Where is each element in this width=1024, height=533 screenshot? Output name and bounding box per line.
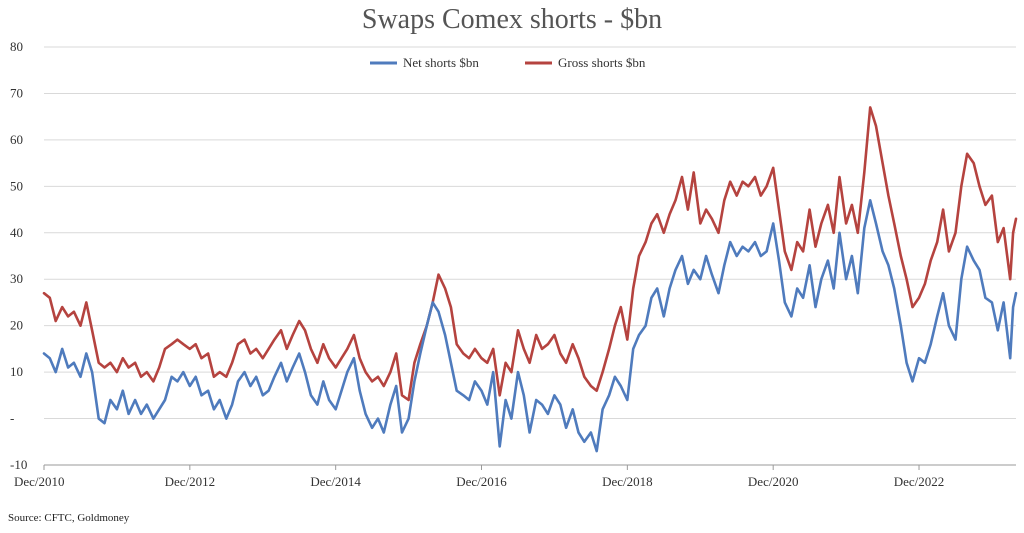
y-tick-label: 30	[10, 271, 23, 286]
series-line-gross	[42, 106, 1018, 402]
chart-title: Swaps Comex shorts - $bn	[362, 4, 662, 35]
gridlines	[44, 46, 1016, 466]
x-tick-label: Dec/2012	[165, 474, 216, 489]
legend-label: Net shorts $bn	[403, 55, 479, 70]
y-tick-label: 50	[10, 178, 23, 193]
x-axis: Dec/2010 Dec/2012 Dec/2014 Dec/2016 Dec/2018…	[14, 464, 1016, 489]
x-tick-label: Dec/2016	[456, 474, 507, 489]
y-tick-label: -	[10, 411, 14, 426]
legend-label: Gross shorts $bn	[558, 55, 646, 70]
x-tick-label: Dec/2014	[310, 474, 361, 489]
y-tick-label: 40	[10, 225, 23, 240]
y-tick-label: 10	[10, 364, 23, 379]
chart: Swaps Comex shorts - $bn -10-10203040506…	[10, 4, 1018, 489]
x-tick-label: Dec/2018	[602, 474, 653, 489]
series-lines	[42, 106, 1018, 453]
y-tick-label: 20	[10, 318, 23, 333]
source-note: Source: CFTC, Goldmoney	[8, 512, 130, 524]
legend: Net shorts $bn Gross shorts $bn	[370, 55, 646, 70]
y-tick-label: 70	[10, 85, 23, 100]
x-tick-label: Dec/2022	[894, 474, 945, 489]
y-tick-label: 60	[10, 132, 23, 147]
y-tick-label: -10	[10, 457, 27, 472]
x-tick-label: Dec/2020	[748, 474, 799, 489]
x-tick-label: Dec/2010	[14, 474, 65, 489]
y-tick-label: 80	[10, 39, 23, 54]
series-line-net	[42, 199, 1018, 453]
